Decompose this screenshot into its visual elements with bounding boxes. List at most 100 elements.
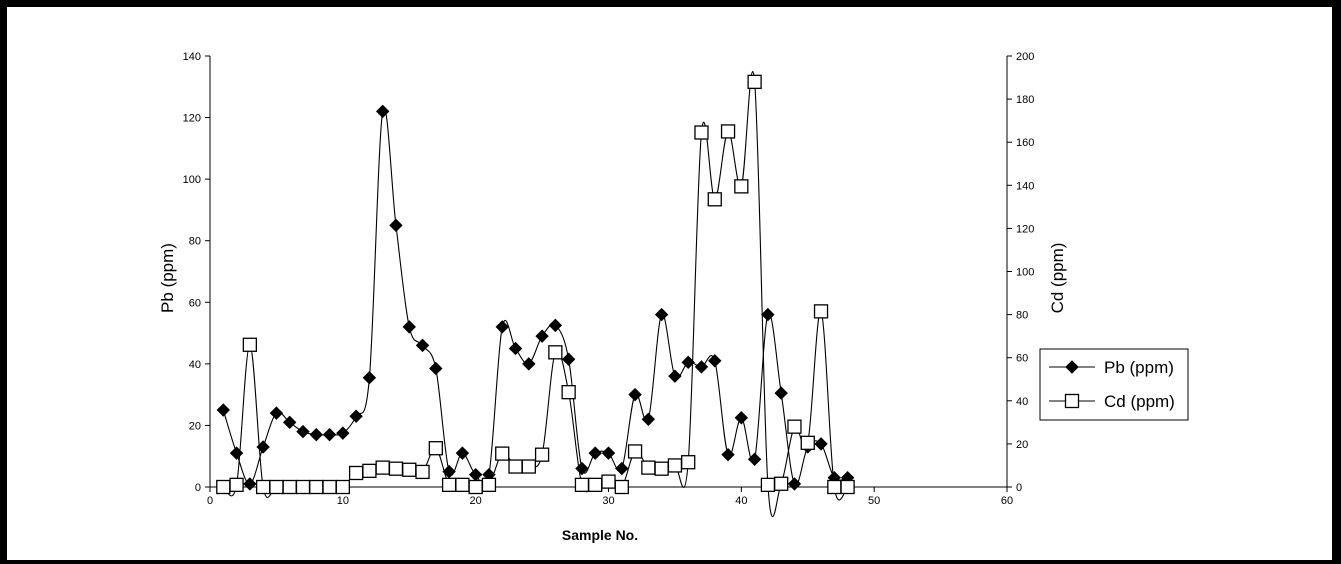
- pb-data-point: [349, 409, 363, 423]
- pb-data-point: [309, 427, 323, 442]
- cd-data-point: [561, 385, 576, 400]
- y-right-tick-label: 60: [1016, 353, 1028, 365]
- pb-data-point: [561, 352, 576, 366]
- cd-data-point: [707, 192, 722, 207]
- cd-data-point: [322, 479, 337, 495]
- cd-data-point: [681, 455, 696, 470]
- axes: [209, 56, 1008, 488]
- x-tick-label: 50: [868, 495, 880, 507]
- pb-data-point: [296, 424, 310, 439]
- y-right-tick-label: 100: [1016, 267, 1034, 279]
- pb-data-point: [628, 387, 642, 402]
- y-left-tick-label: 140: [183, 51, 201, 63]
- pb-data-point: [269, 406, 284, 420]
- legend-label-pb: Pb (ppm): [1104, 358, 1174, 377]
- cd-data-point: [388, 461, 404, 476]
- cd-data-point: [747, 74, 762, 90]
- y-right-tick-label: 160: [1016, 137, 1034, 149]
- cd-data-point: [774, 476, 789, 491]
- cd-data-point: [402, 462, 417, 477]
- cd-data-point: [760, 477, 776, 492]
- cd-data-point: [654, 461, 669, 476]
- pb-data-point: [601, 446, 616, 460]
- cd-data-point: [455, 477, 470, 492]
- pb-data-point: [615, 461, 629, 476]
- cd-data-point: [229, 477, 244, 492]
- pb-data-point: [734, 411, 749, 425]
- y-left-tick-label: 20: [189, 420, 201, 432]
- y-left-tick-label: 0: [195, 482, 201, 494]
- cd-data-point: [348, 465, 364, 481]
- cd-data-point: [734, 179, 749, 194]
- y-axis-left-title: Pb (ppm): [158, 243, 177, 313]
- cd-data-point: [282, 479, 297, 495]
- chart: 0 10 20 30 40 50 60020406080100120140020406080…: [158, 51, 1189, 543]
- pb-data-point: [336, 426, 350, 440]
- cd-data-point: [269, 479, 284, 495]
- pb-data-point: [429, 361, 443, 376]
- x-tick-label: 10: [337, 495, 349, 507]
- legend-marker-cd: [1064, 393, 1080, 409]
- pb-data-point: [522, 357, 536, 371]
- x-axis-title: Sample No.: [562, 527, 638, 543]
- x-tick-label: 40: [735, 495, 747, 507]
- y-right-tick-label: 120: [1016, 223, 1034, 235]
- x-tick-label: 60: [1001, 495, 1013, 507]
- x-tick-label: 0: [207, 495, 213, 507]
- pb-data-point: [256, 440, 270, 454]
- legend: Pb (ppm) Cd (ppm): [1039, 348, 1189, 421]
- cd-data-point: [787, 419, 802, 434]
- y-left-tick-label: 100: [183, 174, 201, 186]
- cd-data-point: [242, 337, 258, 352]
- y-right-tick-label: 80: [1016, 310, 1028, 322]
- tick-marks: 0 10 20 30 40 50 60020406080100120140020406080…: [183, 51, 1035, 507]
- pb-data-point: [694, 360, 709, 374]
- cd-data-point: [415, 464, 430, 480]
- cd-data-point: [216, 479, 231, 495]
- pb-data-point: [814, 437, 828, 451]
- cd-data-point: [309, 479, 324, 495]
- pb-data-point: [548, 318, 563, 333]
- pb-data-point: [535, 329, 549, 343]
- pb-data-point: [389, 218, 403, 233]
- cd-data-point: [548, 345, 563, 360]
- y-right-tick-label: 180: [1016, 94, 1034, 106]
- cd-data-point: [627, 444, 643, 459]
- cd-data-point: [588, 477, 603, 492]
- pb-data-point: [654, 307, 669, 322]
- pb-data-point: [442, 464, 456, 479]
- pb-data-point: [774, 386, 788, 400]
- pb-data-point: [455, 446, 470, 460]
- pb-data-point: [508, 341, 523, 356]
- cd-data-point: [601, 474, 616, 489]
- y-left-tick-label: 120: [183, 113, 201, 125]
- y-left-tick-label: 40: [189, 359, 201, 371]
- cd-data-point: [827, 479, 842, 495]
- cd-data-point: [720, 124, 736, 139]
- cd-data-point: [335, 479, 350, 495]
- legend-label-cd: Cd (ppm): [1104, 392, 1175, 411]
- x-tick-label: 20: [470, 495, 482, 507]
- pb-data-point: [415, 338, 430, 353]
- y-right-tick-label: 40: [1016, 396, 1028, 408]
- pb-data-point: [468, 467, 483, 482]
- pb-data-point: [216, 403, 230, 417]
- cd-data-point: [521, 459, 536, 474]
- x-tick-label: 30: [602, 495, 614, 507]
- pb-data-point: [282, 415, 297, 430]
- cd-data-point: [428, 441, 443, 456]
- y-left-tick-label: 60: [189, 297, 201, 309]
- chart-frame: 0 10 20 30 40 50 60 0 20 40 60 80 100 120 140 0 20 40 60 80…: [7, 7, 1332, 560]
- cd-data-point: [468, 479, 483, 495]
- pb-data-point: [681, 355, 695, 370]
- pb-data-point: [641, 412, 656, 426]
- cd-data-point: [255, 479, 271, 495]
- pb-data-point: [721, 447, 735, 462]
- pb-data-point: [668, 369, 682, 383]
- pb-data-point: [787, 477, 802, 491]
- pb-data-point: [588, 446, 602, 460]
- cd-data-point: [375, 460, 390, 475]
- y-axis-right-title: Cd (ppm): [1048, 243, 1067, 314]
- series-markers: [216, 74, 855, 495]
- y-right-tick-label: 200: [1016, 51, 1034, 63]
